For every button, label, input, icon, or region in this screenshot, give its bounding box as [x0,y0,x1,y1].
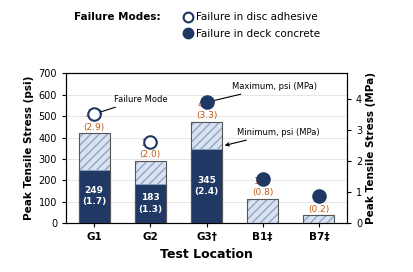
Text: 420
(2.9): 420 (2.9) [83,112,105,132]
Text: 183
(1.3): 183 (1.3) [138,193,162,214]
Text: Failure Mode: Failure Mode [98,95,167,113]
Y-axis label: Peak Tensile Stress (psi): Peak Tensile Stress (psi) [24,76,34,220]
X-axis label: Test Location: Test Location [160,248,253,261]
Bar [79,170,109,223]
Text: 36
(0.2): 36 (0.2) [308,194,330,214]
Bar [247,199,278,223]
Bar [191,149,222,223]
Bar [135,161,166,184]
Bar [191,122,222,149]
Text: 345
(2.4): 345 (2.4) [195,176,218,196]
Text: Failure Modes:: Failure Modes: [74,12,161,22]
Bar [79,133,109,170]
Text: Failure in deck concrete: Failure in deck concrete [196,29,320,39]
Bar [304,215,334,223]
Text: 249
(1.7): 249 (1.7) [82,186,106,206]
Bar [191,122,222,223]
Text: Maximum, psi (MPa): Maximum, psi (MPa) [210,82,317,102]
Bar [135,184,166,223]
Text: 475
(3.3): 475 (3.3) [196,100,217,120]
Bar [135,161,166,223]
Y-axis label: Peak Tensile Stress (MPa): Peak Tensile Stress (MPa) [366,72,376,224]
Text: 290
(2.0): 290 (2.0) [140,139,161,159]
Bar [247,199,278,223]
Text: Failure in disc adhesive: Failure in disc adhesive [196,12,318,22]
Bar [304,215,334,223]
Bar [79,133,109,223]
Text: Minimum, psi (MPa): Minimum, psi (MPa) [226,128,320,146]
Text: 114
(0.8): 114 (0.8) [252,177,273,197]
